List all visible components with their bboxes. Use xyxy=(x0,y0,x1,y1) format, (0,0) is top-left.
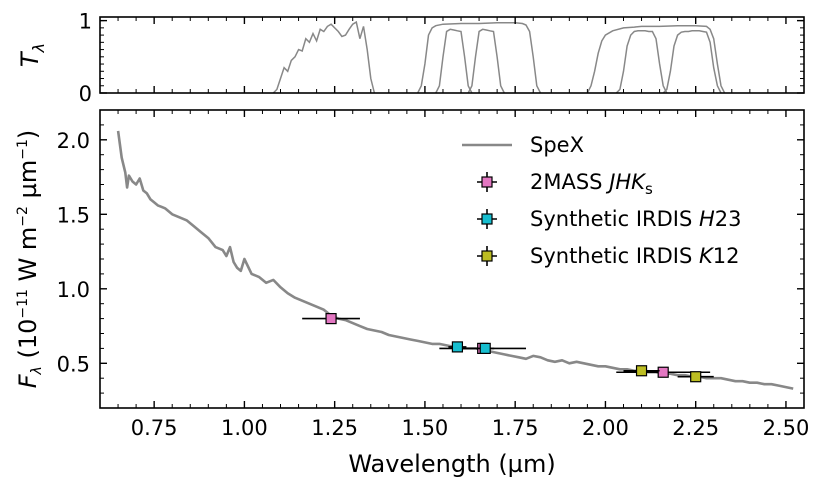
spectrum-frame xyxy=(99,109,805,409)
filter-curve-2 xyxy=(435,28,473,94)
transmission-frame xyxy=(99,16,805,94)
y-tick-label: 1.5 xyxy=(57,203,90,227)
y-tick-label: 2.0 xyxy=(57,129,90,153)
legend: SpeX 2MASS JHKs Synthetic IRDIS H23 Synthet… xyxy=(462,133,742,268)
x-tick-label: 2.50 xyxy=(763,416,810,440)
photometry-point xyxy=(690,371,702,383)
legend-marker xyxy=(481,176,493,188)
filter-curve-1 xyxy=(417,22,542,94)
spectrum-ylabel: Fλ (10−11 W m−2 µm−1) xyxy=(14,130,45,389)
legend-label: Synthetic IRDIS K12 xyxy=(530,244,740,268)
transmission-ticks: 01 xyxy=(79,10,805,106)
spectrum-panel: 0.75 1.00 1.25 1.50 1.75 2.00 2.25 2.50 0.5 1.0 1.… xyxy=(14,109,810,478)
photometry-point xyxy=(635,365,648,377)
legend-label: 2MASS JHKs xyxy=(530,170,653,198)
filter-curve-5 xyxy=(615,30,668,94)
filter-curve-4 xyxy=(586,24,726,94)
spectrum-xlabel: Wavelength (µm) xyxy=(348,450,555,478)
x-tick-label: 0.75 xyxy=(131,416,178,440)
top-y-tick-label: 1 xyxy=(79,10,92,34)
y-tick-label: 0.5 xyxy=(57,352,90,376)
top-y-tick-label: 0 xyxy=(79,82,92,106)
x-tick-label: 2.00 xyxy=(582,416,629,440)
photometry-point xyxy=(325,313,337,325)
x-tick-label: 1.00 xyxy=(221,416,268,440)
x-tick-label: 1.75 xyxy=(492,416,539,440)
photometry-points xyxy=(302,313,714,383)
legend-marker xyxy=(481,213,493,225)
filter-curve-6 xyxy=(662,30,722,94)
photometry-point xyxy=(657,366,669,378)
legend-label: SpeX xyxy=(530,133,584,157)
filter-curve-0 xyxy=(272,20,376,94)
x-tick-label: 1.25 xyxy=(311,416,358,440)
transmission-ylabel: Tλ xyxy=(16,43,48,67)
photometry-point xyxy=(451,341,464,353)
x-tick-label: 2.25 xyxy=(672,416,719,440)
transmission-curves xyxy=(272,20,726,94)
spectrum-ticks: 0.75 1.00 1.25 1.50 1.75 2.00 2.25 2.50 0.5 1.0 1.… xyxy=(57,110,810,440)
transmission-panel: 01 Tλ xyxy=(16,10,805,106)
legend-marker xyxy=(481,250,493,262)
legend-label: Synthetic IRDIS H23 xyxy=(530,207,742,231)
photometry-point xyxy=(479,342,491,354)
y-tick-label: 1.0 xyxy=(57,278,90,302)
filter-curve-3 xyxy=(467,28,505,94)
x-tick-label: 1.50 xyxy=(402,416,449,440)
